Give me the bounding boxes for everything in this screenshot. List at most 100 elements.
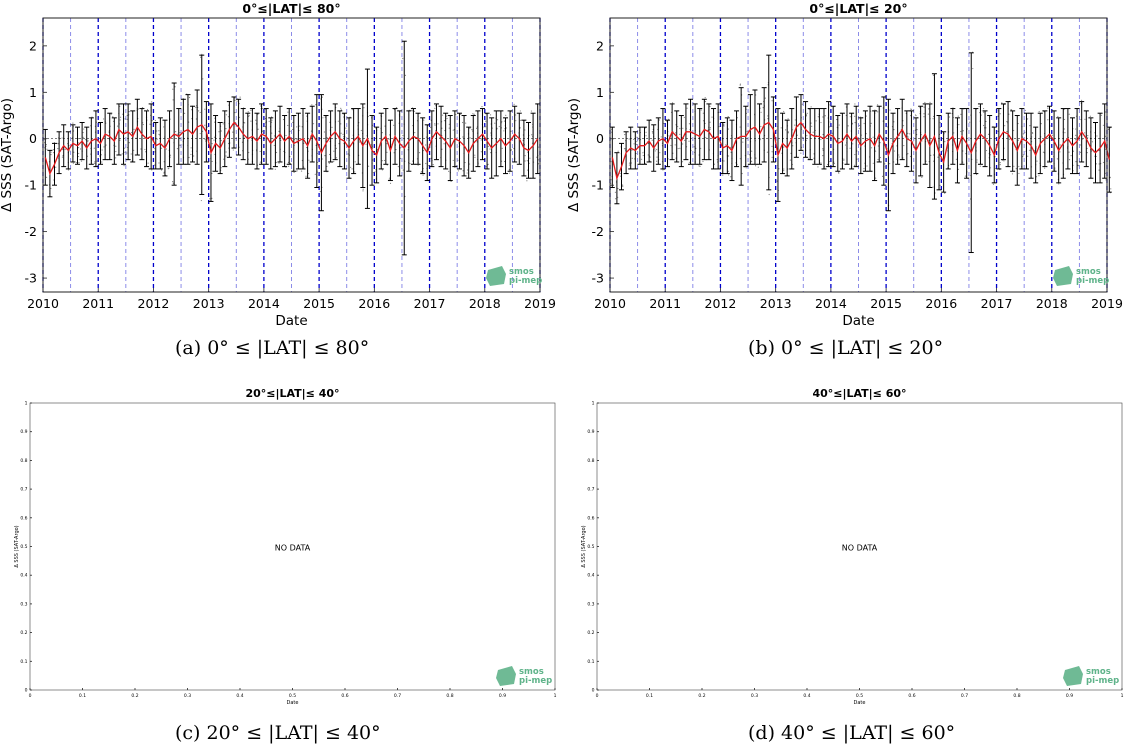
scatter-point [218, 131, 220, 133]
scatter-point [898, 154, 900, 156]
scatter-point [1098, 163, 1100, 165]
scatter-point [301, 126, 303, 128]
y-tick-label: 0.7 [20, 487, 27, 493]
scatter-point [73, 151, 75, 153]
scatter-point [123, 165, 125, 167]
scatter-point [191, 109, 193, 111]
scatter-point [937, 156, 939, 158]
chart-title-c: 20°≤|LAT|≤ 40° [245, 387, 339, 400]
scatter-point [324, 155, 326, 157]
scatter-point [654, 150, 656, 152]
scatter-point [296, 139, 298, 141]
scatter-point [76, 161, 78, 164]
scatter-point [992, 183, 995, 185]
scatter-point [402, 57, 404, 60]
x-axis-label: Date [842, 313, 874, 329]
y-tick-label: 1 [596, 85, 604, 100]
scatter-point [386, 143, 388, 145]
scatter-point [211, 197, 213, 200]
scatter-point [163, 126, 165, 128]
scatter-point [668, 118, 670, 120]
scatter-point [610, 161, 612, 163]
x-tick-label: 2014 [815, 296, 847, 311]
scatter-point [285, 134, 287, 137]
scatter-point [1017, 122, 1019, 125]
scatter-point [1040, 123, 1042, 125]
scatter-point [619, 172, 621, 175]
scatter-point [921, 176, 923, 179]
y-tick-label: -2 [592, 224, 604, 239]
scatter-point [889, 163, 891, 165]
scatter-point [727, 155, 730, 157]
scatter-point [853, 164, 856, 167]
scatter-point [884, 166, 886, 168]
scatter-point [806, 112, 808, 114]
scatter-point [82, 136, 84, 138]
scatter-point [662, 169, 664, 171]
scatter-point [829, 136, 831, 138]
scatter-point [1048, 137, 1050, 139]
scatter-point [1080, 144, 1082, 146]
scatter-point [524, 129, 526, 131]
scatter-point [760, 111, 762, 113]
scatter-point [700, 147, 702, 150]
scatter-point [1063, 118, 1066, 121]
x-tick-label: 0.1 [79, 693, 86, 699]
scatter-point [151, 101, 153, 103]
scatter-point [472, 113, 474, 115]
scatter-point [225, 128, 227, 130]
scatter-point [363, 107, 365, 109]
scatter-point [505, 127, 507, 129]
scatter-point [483, 126, 485, 128]
scatter-point [425, 144, 427, 146]
scatter-point [510, 149, 512, 152]
scatter-point [727, 128, 730, 130]
logo-text-pimep: pi-mep [509, 276, 542, 286]
scatter-point [944, 141, 946, 143]
scatter-point [910, 108, 912, 110]
scatter-point [156, 138, 158, 140]
scatter-point [1006, 121, 1008, 123]
scatter-point [645, 135, 647, 137]
scatter-point [172, 182, 174, 184]
scatter-point [515, 120, 517, 122]
scatter-point [374, 171, 376, 173]
scatter-point [910, 114, 912, 117]
x-tick-label: 0.1 [646, 693, 653, 699]
scatter-point [1102, 161, 1105, 164]
scatter-point [704, 97, 706, 99]
scatter-point [829, 121, 831, 123]
scatter-point [340, 107, 342, 109]
scatter-point [193, 155, 195, 157]
scatter-point [144, 148, 146, 151]
scatter-point [190, 153, 192, 156]
scatter-point [448, 123, 450, 125]
scatter-point [677, 147, 679, 150]
scatter-point [349, 166, 352, 168]
scatter-point [381, 169, 383, 171]
scatter-point [526, 180, 528, 182]
scatter-point [121, 153, 123, 155]
scatter-point [783, 169, 785, 172]
y-tick-label: 0.5 [587, 544, 594, 550]
scatter-point [805, 115, 808, 117]
x-tick-label: 2019 [524, 296, 556, 311]
caption-b: (b) 0° ≤ |LAT| ≤ 20° [748, 337, 944, 359]
scatter-point [679, 133, 681, 135]
scatter-point [262, 130, 264, 133]
scatter-point [783, 110, 785, 113]
scatter-point [200, 199, 202, 202]
scatter-point [1087, 135, 1089, 137]
scatter-point [982, 124, 985, 127]
scatter-point [124, 147, 126, 149]
scatter-point [326, 137, 328, 139]
scatter-point [679, 127, 681, 130]
scatter-point [414, 131, 416, 134]
scatter-point [1013, 165, 1015, 167]
scatter-point [623, 147, 626, 150]
scatter-point [960, 130, 962, 133]
scatter-point [211, 172, 213, 175]
y-tick-label: 2 [29, 38, 37, 53]
scatter-point [1098, 169, 1100, 171]
scatter-point [1105, 111, 1107, 113]
